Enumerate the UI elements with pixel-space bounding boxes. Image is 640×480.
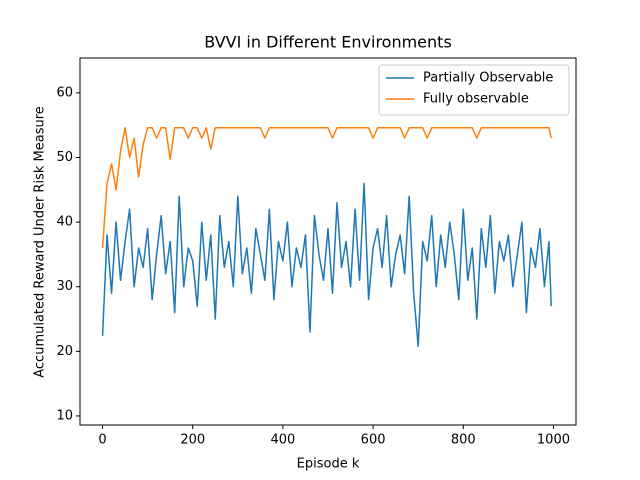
legend-label: Partially Observable	[423, 71, 553, 86]
y-tick-label: 20	[56, 344, 73, 359]
x-tick-label: 200	[180, 433, 205, 448]
y-tick-label: 10	[56, 408, 73, 423]
x-tick-label: 0	[98, 433, 106, 448]
series-line	[101, 182, 552, 347]
y-tick-label: 60	[56, 85, 73, 100]
x-tick-label: 800	[451, 433, 476, 448]
chart-title: BVVI in Different Environments	[204, 33, 452, 52]
x-tick-label: 400	[270, 433, 295, 448]
x-tick-label: 600	[361, 433, 386, 448]
series-line	[101, 127, 552, 249]
y-tick-label: 50	[56, 150, 73, 165]
x-tick-label: 1000	[537, 433, 570, 448]
legend-label: Fully observable	[423, 92, 529, 107]
y-tick-label: 30	[56, 279, 73, 294]
plot-frame	[79, 57, 577, 426]
x-axis-label: Episode k	[297, 457, 360, 472]
y-axis-label: Accumulated Reward Under Risk Measure	[33, 106, 48, 378]
y-tick-label: 40	[56, 215, 73, 230]
legend-box	[378, 64, 570, 116]
